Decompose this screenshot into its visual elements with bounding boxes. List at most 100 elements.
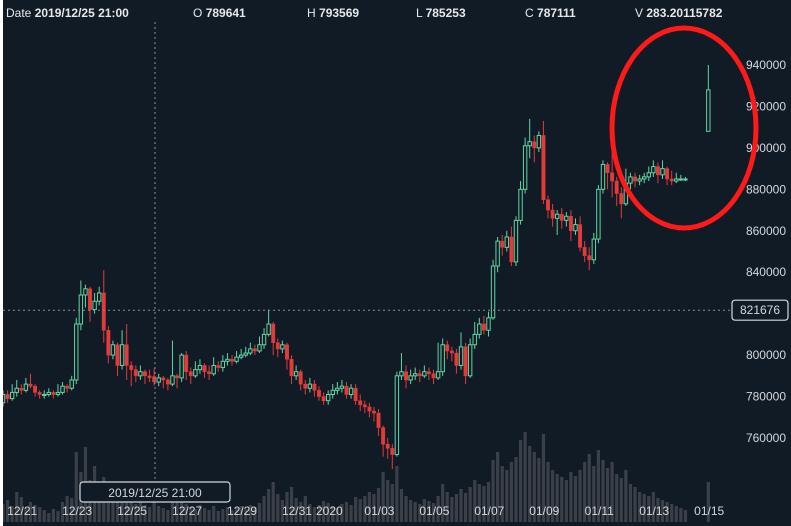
candle-body <box>46 391 51 395</box>
candle-up <box>678 174 684 182</box>
volume-bar <box>633 487 637 522</box>
highlight-ellipse-annotation <box>609 25 759 231</box>
volume-bar <box>65 496 69 522</box>
candle-down <box>426 367 431 380</box>
volume-bar <box>234 508 239 522</box>
candle-body <box>83 288 88 296</box>
candle-body <box>19 388 24 391</box>
price-axis[interactable]: 9400009200009000008800008600008400008000… <box>746 58 786 445</box>
volume-bar <box>372 494 376 522</box>
candle-down <box>454 348 459 374</box>
volume-bar <box>60 502 65 522</box>
candle-body <box>238 354 244 358</box>
candle-up <box>536 131 542 153</box>
candle-body <box>568 216 573 232</box>
volume-bar <box>674 506 678 522</box>
volume-bar <box>129 499 133 522</box>
volume-bar <box>326 503 330 522</box>
volume-bar <box>1 504 5 522</box>
candle-body <box>65 385 70 389</box>
volume-bar <box>303 496 307 522</box>
candle-body <box>404 371 408 381</box>
candle-body <box>152 376 157 383</box>
candle-body <box>230 359 234 362</box>
ohlc-low: L 785253 <box>416 6 466 20</box>
crosshair-price-tag: 821676 <box>731 299 789 321</box>
volume-bar <box>482 486 486 522</box>
candle-body <box>202 365 207 372</box>
volume-bar <box>322 501 326 522</box>
candle-up <box>422 365 427 378</box>
volume-bar <box>331 506 335 522</box>
candle-up <box>646 166 651 182</box>
volume-bar <box>386 480 390 522</box>
candle-body <box>546 199 550 211</box>
candle-body <box>454 352 459 366</box>
candle-up <box>674 172 679 184</box>
candle-down <box>152 368 157 386</box>
time-axis-tick-label: 2020 <box>316 504 343 518</box>
candle-body <box>271 323 276 343</box>
candle-body <box>376 412 381 428</box>
volume-bar <box>138 501 142 522</box>
time-axis-tick-label: 01/11 <box>585 504 614 518</box>
candle-down <box>106 326 111 364</box>
candle-body <box>504 236 510 248</box>
candle-down <box>578 216 583 252</box>
candle-body <box>9 391 15 400</box>
volume-bar <box>212 506 216 522</box>
candle-body <box>216 365 221 368</box>
volume-bar <box>289 487 294 522</box>
price-tag-text: 821676 <box>740 303 780 317</box>
volume-bar <box>285 492 289 522</box>
volume-bar <box>363 496 367 522</box>
candle-up <box>211 357 216 376</box>
candle-down <box>390 444 395 470</box>
candle-body <box>486 317 491 331</box>
candle-down <box>175 373 179 389</box>
volume-bar <box>317 505 321 522</box>
candle-body <box>435 371 441 379</box>
price-tag-box <box>731 299 789 321</box>
candle-down <box>124 324 129 380</box>
volume-bar <box>248 505 252 522</box>
volume-bar <box>253 507 257 522</box>
candle-body <box>518 188 523 221</box>
time-axis[interactable]: 12/21 12/23 12/25 12/27 12/29 12/31 2020 01/03 0… <box>7 504 724 518</box>
volume-bar <box>170 496 175 522</box>
volume-bar <box>496 452 500 522</box>
candle-body <box>665 168 670 180</box>
candle-body <box>422 371 427 377</box>
candle-body <box>683 178 688 181</box>
candle-down <box>321 392 326 405</box>
candle-down <box>587 247 592 271</box>
candle-body <box>335 387 340 391</box>
volume-bar <box>47 513 51 522</box>
candle-body <box>261 333 267 346</box>
candle-down <box>33 384 38 397</box>
candle-up <box>293 365 299 380</box>
volume-bar <box>628 484 633 522</box>
candle-down <box>568 210 573 242</box>
candle-up <box>46 388 51 397</box>
candle-body <box>312 383 317 391</box>
volume-bar <box>404 496 408 522</box>
volume-bar <box>619 478 623 522</box>
candle-down <box>271 321 276 356</box>
candle-body <box>564 215 569 221</box>
candle-body <box>175 375 179 379</box>
candle-up <box>339 379 345 393</box>
candle-down <box>541 120 546 204</box>
candle-up <box>513 216 519 267</box>
candle-down <box>445 340 450 360</box>
candle-body <box>541 135 546 200</box>
candle-down <box>431 369 436 385</box>
candle-body <box>330 389 335 395</box>
candle-body <box>610 172 615 182</box>
candle-up <box>261 328 267 349</box>
ohlc-close: C 787111 <box>525 6 576 20</box>
volume-bar <box>523 432 527 522</box>
volume-bar <box>202 508 207 522</box>
